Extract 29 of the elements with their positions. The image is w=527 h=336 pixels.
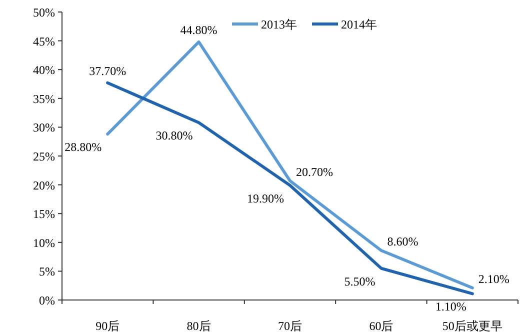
- x-tick-label: 70后: [278, 319, 302, 333]
- data-label: 20.70%: [296, 164, 333, 179]
- y-tick-label: 45%: [33, 34, 55, 48]
- data-label: 44.80%: [180, 22, 218, 37]
- legend-label: 2014年: [341, 18, 377, 32]
- y-tick-label: 10%: [33, 236, 55, 250]
- data-label: 30.80%: [156, 128, 193, 143]
- x-tick-label: 80后: [186, 319, 211, 333]
- data-label: 37.70%: [89, 64, 126, 78]
- data-label: 8.60%: [387, 234, 418, 248]
- y-tick-label: 50%: [33, 6, 55, 20]
- x-tick-label: 90后: [96, 319, 120, 333]
- y-tick-label: 35%: [33, 92, 55, 106]
- data-label: 19.90%: [247, 191, 284, 206]
- y-tick-label: 40%: [33, 63, 55, 78]
- y-tick-label: 0%: [39, 294, 55, 308]
- y-tick-label: 5%: [39, 264, 55, 279]
- x-tick-label: 50后或更早: [442, 319, 502, 333]
- data-label: 5.50%: [344, 274, 376, 288]
- y-tick-label: 30%: [33, 120, 55, 135]
- y-tick-label: 25%: [33, 150, 55, 164]
- line-series: [106, 81, 474, 296]
- legend-label: 2013年: [261, 18, 297, 32]
- data-label: 1.10%: [435, 300, 466, 314]
- y-tick-label: 20%: [33, 178, 55, 192]
- y-tick-label: 15%: [33, 207, 55, 222]
- data-label: 2.10%: [478, 272, 510, 286]
- data-label: 28.80%: [64, 140, 102, 154]
- x-tick-label: 60后: [369, 319, 394, 333]
